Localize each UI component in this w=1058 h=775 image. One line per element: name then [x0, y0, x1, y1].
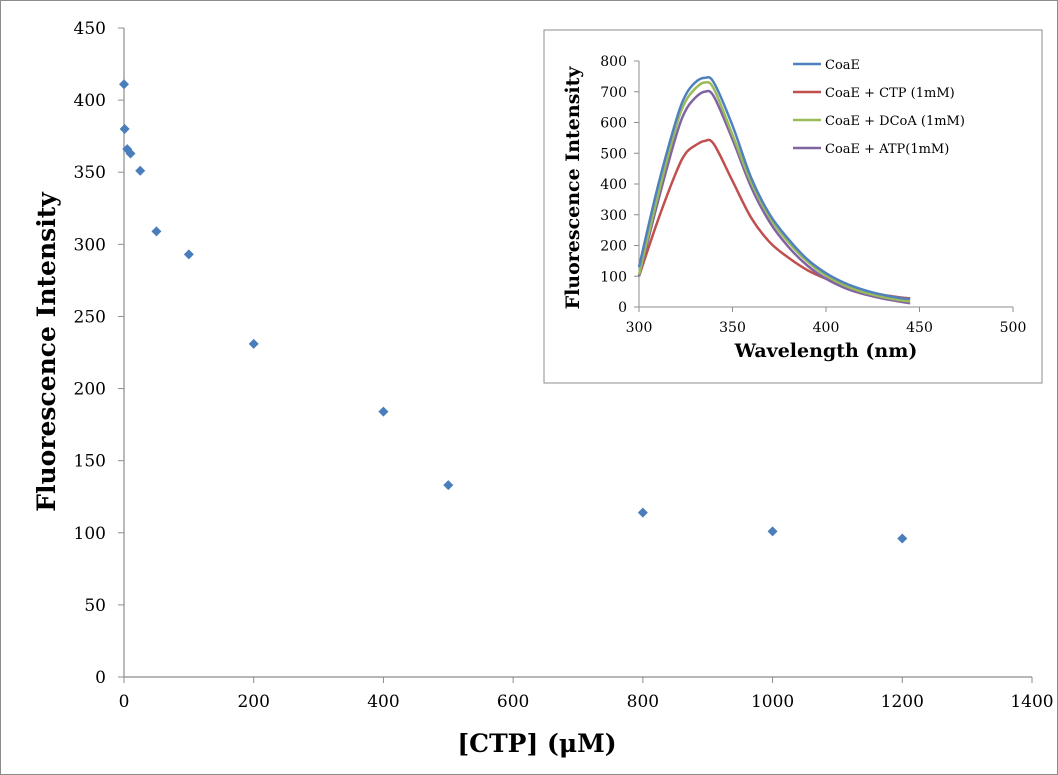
main-y-tick-label: 350	[74, 163, 106, 183]
inset-y-tick-label: 0	[618, 300, 627, 316]
inset-x-tick-label: 350	[719, 320, 746, 336]
inset-y-tick-label: 500	[600, 146, 627, 162]
main-x-tick-label: 1200	[881, 692, 924, 712]
inset-x-tick-labels: 300 350 400 450 500	[626, 320, 1027, 336]
series-line-coae-dcoa-1mm	[637, 80, 911, 303]
inset-y-tick-label: 100	[600, 269, 627, 285]
main-y-tick-label: 150	[74, 452, 106, 472]
main-y-tick-label: 450	[74, 19, 106, 39]
scatter-point	[897, 533, 908, 544]
inset-series-lines	[637, 75, 911, 305]
main-y-tick-label: 100	[74, 524, 106, 544]
scatter-point	[637, 507, 648, 518]
legend-entry: CoaE + CTP (1mM)	[825, 86, 955, 101]
series-line-coae-atp-1mm	[637, 89, 911, 305]
main-x-tick-label: 400	[367, 692, 399, 712]
main-x-tick-label: 800	[627, 692, 659, 712]
inset-y-tick-label: 700	[600, 85, 627, 101]
legend-entry: CoaE + ATP(1mM)	[825, 142, 949, 157]
series-line-coae	[637, 75, 911, 301]
inset-y-tick-label: 200	[600, 239, 627, 255]
main-y-axis-title: Fluorescence Intensity	[32, 191, 61, 512]
main-x-tick-label: 600	[497, 692, 529, 712]
scatter-point	[183, 249, 194, 260]
scatter-point	[119, 123, 130, 134]
main-x-tick-label: 1400	[1010, 692, 1053, 712]
scatter-point	[767, 526, 778, 537]
main-x-tick-labels: 0 200 400 600 800 1000 1200 1400	[119, 692, 1054, 712]
inset-chart-box	[543, 29, 1043, 384]
scatter-point	[119, 79, 129, 90]
main-y-tick-label: 300	[74, 235, 106, 255]
main-y-tick-label: 400	[74, 91, 106, 111]
scatter-point	[378, 406, 389, 417]
legend-entry: CoaE	[825, 58, 860, 73]
main-x-axis-title: [CTP] (μM)	[457, 729, 616, 758]
main-x-tick-label: 200	[237, 692, 269, 712]
inset-y-tick-label: 600	[600, 116, 627, 132]
scatter-point	[151, 226, 162, 237]
main-y-tick-label: 0	[95, 668, 106, 688]
inset-y-tick-label: 800	[600, 54, 627, 70]
scatter-point	[135, 165, 146, 176]
inset-x-tick-label: 400	[813, 320, 840, 336]
main-y-tick-label: 50	[84, 596, 106, 616]
inset-legend: CoaE CoaE + CTP (1mM) CoaE + DCoA (1mM) Coa…	[793, 58, 965, 157]
inset-y-tick-label: 400	[600, 177, 627, 193]
inset-y-axis-title: Fluorescence Intensity	[562, 66, 584, 310]
main-y-tick-label: 200	[74, 380, 106, 400]
scatter-point	[248, 338, 259, 349]
scatter-point	[125, 148, 136, 159]
main-scatter-points	[119, 79, 908, 544]
inset-x-tick-label: 500	[1000, 320, 1027, 336]
legend-entry: CoaE + DCoA (1mM)	[825, 114, 965, 129]
scatter-point	[443, 480, 454, 491]
main-y-tick-labels: 0 50 100 150 200 250 300 350 400 450	[74, 19, 106, 688]
inset-x-tick-label: 450	[906, 320, 933, 336]
inset-y-tick-labels: 0 100 200 300 400 500 600 700 800	[600, 54, 627, 316]
main-x-tick-label: 1000	[751, 692, 794, 712]
main-axes	[118, 27, 1033, 683]
inset-x-axis-title: Wavelength (nm)	[734, 340, 918, 362]
main-x-tick-label: 0	[119, 692, 130, 712]
inset-x-tick-label: 300	[626, 320, 653, 336]
main-y-tick-label: 250	[74, 307, 106, 327]
inset-y-tick-label: 300	[600, 208, 627, 224]
